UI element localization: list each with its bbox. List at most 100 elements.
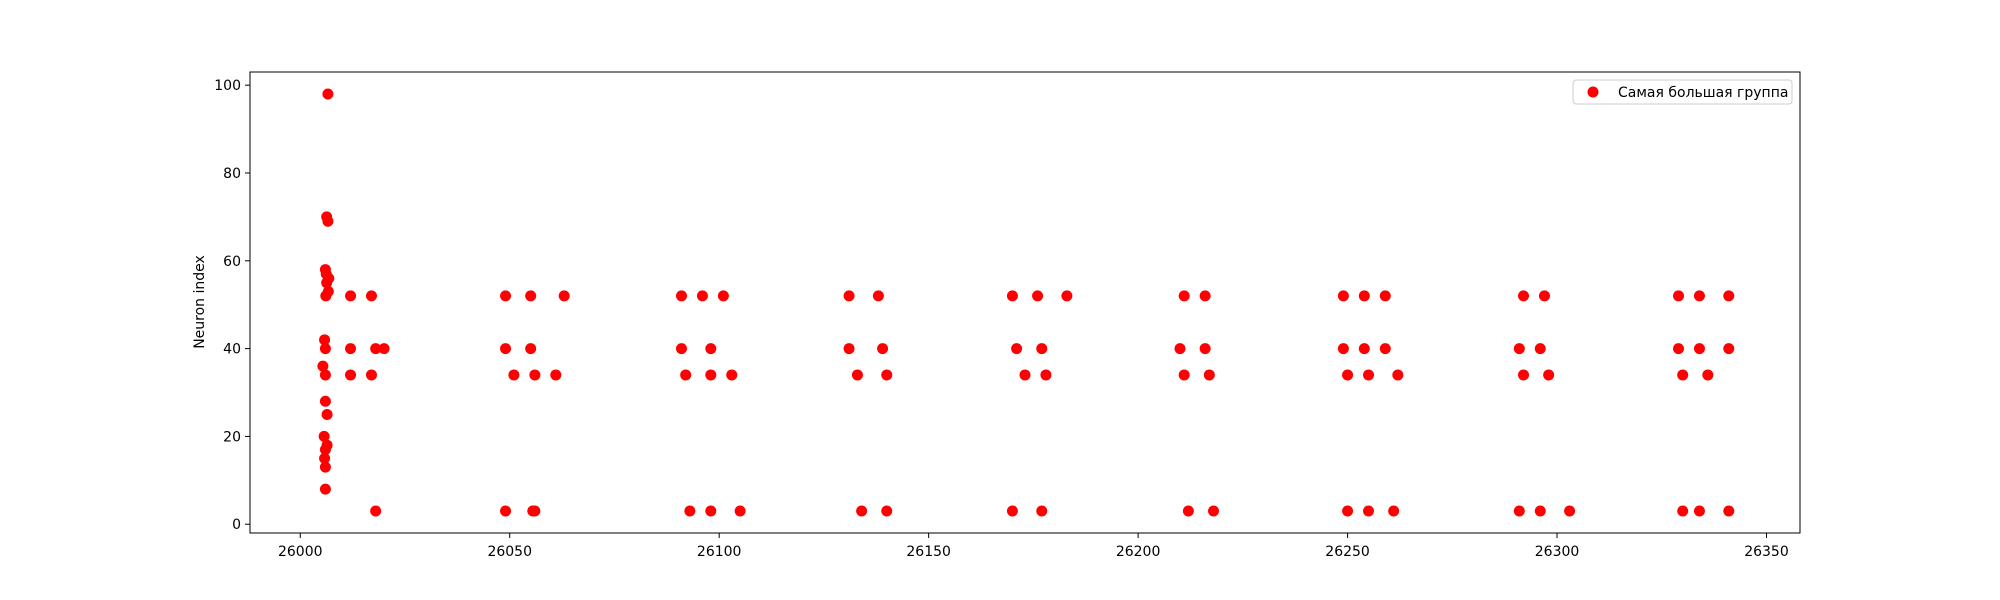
data-point (843, 290, 855, 302)
data-point (529, 369, 541, 381)
data-point (680, 369, 692, 381)
data-point (726, 369, 738, 381)
data-point (1723, 290, 1735, 302)
data-point (1673, 290, 1685, 302)
data-point (345, 369, 357, 381)
data-point (320, 290, 332, 302)
data-point (705, 369, 717, 381)
data-point (696, 290, 708, 302)
data-point (1363, 369, 1375, 381)
data-point (550, 369, 562, 381)
data-point (1693, 290, 1705, 302)
data-point (319, 483, 331, 495)
data-point (1032, 290, 1044, 302)
data-point (529, 505, 541, 517)
data-point (872, 290, 884, 302)
data-point (1342, 369, 1354, 381)
data-point (734, 505, 746, 517)
data-point (1518, 290, 1530, 302)
x-tick-label: 26150 (906, 544, 951, 560)
data-point (1203, 369, 1215, 381)
data-point (1019, 369, 1031, 381)
data-point (1702, 369, 1714, 381)
data-point (1036, 343, 1048, 355)
data-point (1677, 505, 1689, 517)
plot-area (250, 72, 1800, 533)
data-point (1342, 505, 1354, 517)
y-tick-label: 0 (232, 517, 241, 533)
y-tick-label: 40 (223, 342, 241, 358)
data-point (1379, 343, 1391, 355)
data-point (1199, 343, 1211, 355)
y-tick-label: 20 (223, 429, 241, 445)
data-point (1723, 343, 1735, 355)
data-point (500, 290, 512, 302)
data-point (1174, 343, 1186, 355)
data-point (370, 505, 382, 517)
data-point (1543, 369, 1555, 381)
data-point (1358, 343, 1370, 355)
x-axis-ticks: 26000 26050 26100 26150 26200 26250 26300 26350 (278, 533, 1789, 560)
data-point (1199, 290, 1211, 302)
data-point (500, 505, 512, 517)
data-point (1693, 505, 1705, 517)
data-point (705, 343, 717, 355)
data-point (508, 369, 520, 381)
data-point (717, 290, 729, 302)
data-point (1693, 343, 1705, 355)
data-point (1036, 505, 1048, 517)
data-point (1178, 290, 1190, 302)
points-layer (317, 88, 1735, 517)
data-point (1208, 505, 1220, 517)
data-point (705, 505, 717, 517)
data-point (318, 430, 330, 442)
data-point (856, 505, 868, 517)
y-axis-label: Neuron index (192, 255, 208, 349)
data-point (370, 343, 382, 355)
data-point (525, 290, 537, 302)
data-point (319, 395, 331, 407)
data-point (1379, 290, 1391, 302)
x-tick-label: 26250 (1325, 544, 1370, 560)
data-point (675, 290, 687, 302)
data-point (843, 343, 855, 355)
x-tick-label: 26100 (697, 544, 742, 560)
data-point (321, 408, 333, 420)
data-point (345, 343, 357, 355)
data-point (319, 334, 331, 346)
data-point (558, 290, 570, 302)
data-point (365, 290, 377, 302)
data-point (675, 343, 687, 355)
legend-label: Самая большая группа (1618, 85, 1788, 101)
x-tick-label: 26050 (487, 544, 532, 560)
data-point (881, 369, 893, 381)
data-point (1363, 505, 1375, 517)
data-point (322, 215, 334, 227)
data-point (851, 369, 863, 381)
data-point (1182, 505, 1194, 517)
data-point (881, 505, 893, 517)
data-point (319, 343, 331, 355)
data-point (684, 505, 696, 517)
data-point (1677, 369, 1689, 381)
data-point (319, 461, 331, 473)
y-axis-ticks: 0 20 40 60 80 100 (214, 78, 250, 533)
legend-marker (1587, 86, 1599, 98)
data-point (1337, 343, 1349, 355)
x-tick-label: 26350 (1744, 544, 1789, 560)
data-point (1564, 505, 1576, 517)
data-point (321, 277, 333, 289)
data-point (319, 369, 331, 381)
data-point (1534, 505, 1546, 517)
y-tick-label: 60 (223, 254, 241, 270)
data-point (319, 452, 331, 464)
data-point (322, 88, 334, 100)
data-point (525, 343, 537, 355)
data-point (1011, 343, 1023, 355)
x-tick-label: 26200 (1116, 544, 1161, 560)
data-point (1513, 505, 1525, 517)
data-point (345, 290, 357, 302)
data-point (500, 343, 512, 355)
data-point (319, 444, 331, 456)
